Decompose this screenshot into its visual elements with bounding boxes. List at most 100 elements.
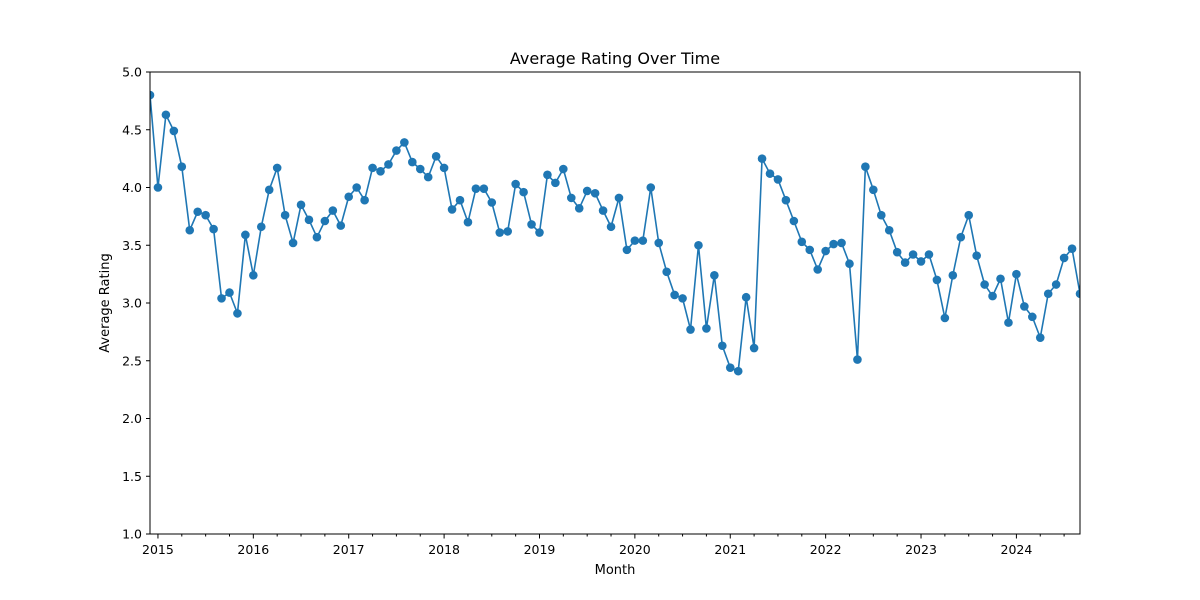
data-point [376,167,385,176]
data-point [821,246,830,256]
data-point [797,237,807,247]
y-axis-ticks: 1.0 1.5 2.0 2.5 3.0 3.5 4.0 4.5 5.0 [122,65,150,542]
data-point [272,163,282,173]
y-tick-label: 4.5 [122,122,142,137]
data-point [1043,289,1053,299]
series-layer [150,90,1080,376]
data-point [980,280,989,289]
y-tick-label: 1.5 [122,469,142,484]
data-point [1035,333,1045,342]
y-tick-label: 5.0 [122,65,142,80]
data-point [614,193,624,203]
data-point [972,251,981,260]
data-point [869,185,878,195]
data-point [336,221,346,230]
data-point [169,126,179,136]
data-point [368,163,377,173]
data-point [773,175,783,184]
data-point [1051,280,1061,289]
data-point [487,198,497,207]
data-point [233,309,242,318]
data-point [312,232,322,242]
x-tick-label: 2024 [1001,542,1033,557]
data-point [725,363,735,372]
data-point [264,185,274,195]
data-point [471,184,481,193]
chart-title: Average Rating Over Time [510,49,720,68]
data-point [288,238,298,248]
data-point [431,152,441,161]
y-tick-label: 4.0 [122,180,142,195]
data-point [996,274,1005,284]
data-point [678,294,687,303]
data-point [932,275,942,285]
data-point [527,220,536,229]
data-point [940,313,950,323]
x-tick-label: 2018 [428,542,460,557]
y-axis-label: Average Rating [98,253,113,352]
data-point [582,186,592,196]
x-tick-label: 2019 [524,542,556,557]
data-point [686,325,695,334]
data-point [479,184,489,193]
data-point [964,210,974,220]
data-point [400,138,409,147]
data-point [344,192,354,202]
data-point [408,157,417,167]
x-axis-label: Month [595,563,636,578]
data-point [845,259,854,269]
data-point [789,216,799,226]
data-point [352,183,361,192]
x-tick-label: 2022 [810,542,842,557]
data-point [423,172,433,182]
data-point [892,247,902,257]
data-point [908,250,918,259]
data-point [702,324,711,333]
data-point [884,225,894,235]
data-point [543,170,552,180]
data-point [662,267,671,277]
data-point [360,195,369,205]
data-point [590,188,600,198]
y-tick-label: 2.5 [122,353,142,368]
data-point [829,239,838,249]
data-point [566,193,576,203]
data-point [1004,318,1013,327]
data-point [177,162,187,172]
data-point [185,225,195,235]
data-point [956,232,966,242]
data-point [447,205,457,214]
data-point [861,162,870,172]
data-point [439,163,449,173]
data-point [1012,269,1021,279]
data-point [694,240,703,250]
data-point [718,341,727,351]
x-tick-label: 2015 [142,542,174,557]
data-point [646,183,656,192]
data-point [805,245,815,255]
data-point [638,236,648,245]
data-point [1028,312,1037,322]
data-point [241,230,250,240]
data-point [1020,302,1029,311]
data-point [574,203,584,213]
data-point [304,215,314,225]
y-tick-label: 3.0 [122,296,142,311]
data-point [280,210,290,220]
x-tick-label: 2021 [714,542,746,557]
data-point [551,178,560,188]
data-point [225,288,234,297]
y-tick-label: 1.0 [122,527,142,542]
data-point [201,210,210,220]
data-point [900,258,910,267]
data-point [495,228,505,237]
series-0 [150,90,1080,376]
plot-frame [149,71,1081,535]
data-point [1059,253,1069,263]
data-point [1075,289,1080,299]
data-point [749,343,759,353]
data-point [606,222,616,232]
x-tick-label: 2016 [237,542,269,557]
data-point [415,164,425,174]
